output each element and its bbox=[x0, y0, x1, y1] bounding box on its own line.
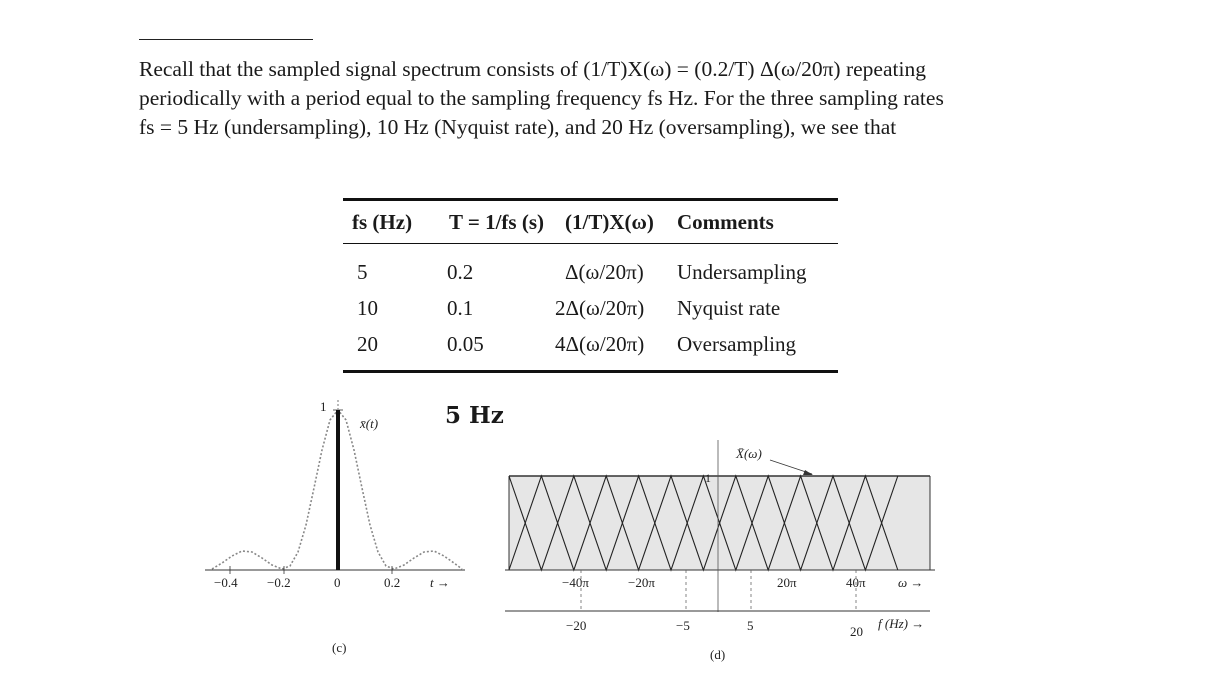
freq-tick-label: −20 bbox=[566, 618, 586, 633]
freq-tick-label: −5 bbox=[676, 618, 690, 633]
caption-c: (c) bbox=[332, 640, 346, 655]
cell-fs: 5 bbox=[357, 260, 368, 284]
paragraph: Recall that the sampled signal spectrum … bbox=[139, 55, 1079, 142]
footnote-rule bbox=[139, 39, 313, 40]
pointer-arrow-icon bbox=[803, 470, 813, 475]
table-bottom-rule bbox=[343, 370, 838, 373]
tick-label: −0.2 bbox=[267, 575, 291, 590]
sampling-table: fs (Hz) T = 1/fs (s) (1/T)X(ω) Comments … bbox=[343, 198, 838, 375]
tick-label: 0 bbox=[334, 575, 341, 590]
header-comments: Comments bbox=[677, 210, 774, 234]
cell-spectrum: 4Δ(ω/20π) bbox=[555, 332, 645, 356]
freq-tick-label: 5 bbox=[747, 618, 754, 633]
cell-spectrum: Δ(ω/20π) bbox=[565, 260, 644, 284]
tick-label: 0.2 bbox=[384, 575, 400, 590]
paragraph-line-2: periodically with a period equal to the … bbox=[139, 86, 944, 110]
t-axis-label: t → bbox=[430, 575, 450, 590]
tick-label: 20π bbox=[777, 575, 797, 590]
cell-spectrum: 2Δ(ω/20π) bbox=[555, 296, 645, 320]
cell-period: 0.05 bbox=[447, 332, 484, 356]
freq-tick-label: 20 bbox=[850, 624, 863, 639]
x-t-label: x̄(t) bbox=[359, 416, 378, 431]
header-spectrum: (1/T)X(ω) bbox=[565, 210, 654, 234]
tick-label: −20π bbox=[628, 575, 655, 590]
cell-comment: Undersampling bbox=[677, 260, 807, 284]
peak-label: 1 bbox=[320, 399, 327, 414]
cell-period: 0.1 bbox=[447, 296, 474, 320]
cell-fs: 10 bbox=[357, 296, 378, 320]
freq-axis-label: f (Hz) → bbox=[878, 616, 924, 631]
paragraph-line-3: fs = 5 Hz (undersampling), 10 Hz (Nyquis… bbox=[139, 115, 897, 139]
cell-comment: Nyquist rate bbox=[677, 296, 781, 320]
x-omega-label: X̄(ω) bbox=[735, 446, 762, 461]
header-period: T = 1/fs (s) bbox=[449, 210, 545, 234]
level-label: 1 bbox=[705, 471, 711, 485]
table-top-rule bbox=[343, 198, 838, 201]
omega-axis-label: ω → bbox=[898, 575, 923, 590]
tick-label: −0.4 bbox=[214, 575, 238, 590]
paragraph-line-1: Recall that the sampled signal spectrum … bbox=[139, 57, 926, 81]
triangle-edges bbox=[508, 474, 899, 572]
sampling-rate-label: 5 Hz bbox=[445, 402, 504, 429]
cell-period: 0.2 bbox=[447, 260, 474, 284]
header-fs: fs (Hz) bbox=[352, 210, 413, 234]
table-header-rule bbox=[343, 243, 838, 244]
cell-comment: Oversampling bbox=[677, 332, 796, 356]
cell-fs: 20 bbox=[357, 332, 378, 356]
tick-label: −40π bbox=[562, 575, 589, 590]
caption-d: (d) bbox=[710, 647, 725, 662]
